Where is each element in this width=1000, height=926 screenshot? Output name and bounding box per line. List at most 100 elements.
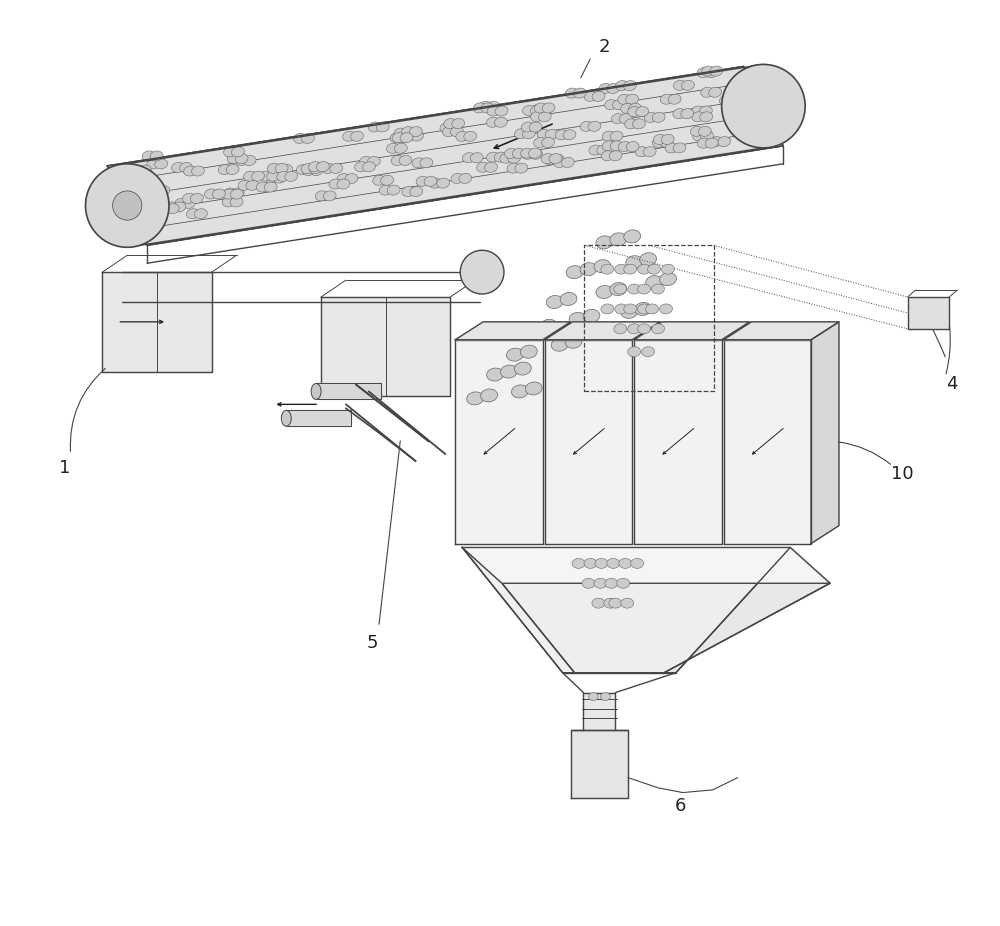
Ellipse shape <box>690 126 703 136</box>
Ellipse shape <box>440 123 453 132</box>
Ellipse shape <box>718 137 731 146</box>
Ellipse shape <box>522 129 535 139</box>
Ellipse shape <box>580 263 597 276</box>
Ellipse shape <box>588 693 598 701</box>
Polygon shape <box>107 67 783 245</box>
Ellipse shape <box>494 118 507 127</box>
Ellipse shape <box>302 166 315 176</box>
Ellipse shape <box>617 579 630 588</box>
Ellipse shape <box>267 171 280 181</box>
Ellipse shape <box>623 81 636 91</box>
Ellipse shape <box>285 171 298 181</box>
Ellipse shape <box>473 103 486 113</box>
Ellipse shape <box>624 264 637 274</box>
Ellipse shape <box>592 598 605 608</box>
Ellipse shape <box>551 338 568 351</box>
Ellipse shape <box>416 176 429 186</box>
Ellipse shape <box>256 182 269 192</box>
Ellipse shape <box>330 163 343 173</box>
Ellipse shape <box>610 282 627 295</box>
Ellipse shape <box>566 266 583 279</box>
Ellipse shape <box>391 156 404 166</box>
Ellipse shape <box>373 175 386 185</box>
Ellipse shape <box>244 171 257 181</box>
Ellipse shape <box>673 108 686 119</box>
Ellipse shape <box>646 304 659 314</box>
Ellipse shape <box>648 264 661 274</box>
Ellipse shape <box>448 123 461 132</box>
Ellipse shape <box>494 152 507 162</box>
Ellipse shape <box>521 122 534 132</box>
Ellipse shape <box>542 103 555 113</box>
Ellipse shape <box>149 185 162 195</box>
Ellipse shape <box>546 295 563 308</box>
Ellipse shape <box>394 128 407 138</box>
Ellipse shape <box>529 148 541 158</box>
Ellipse shape <box>609 151 622 161</box>
Ellipse shape <box>534 103 547 113</box>
Polygon shape <box>321 297 450 396</box>
Ellipse shape <box>573 88 586 98</box>
Polygon shape <box>583 693 615 731</box>
Ellipse shape <box>227 154 240 164</box>
Ellipse shape <box>601 264 614 274</box>
Ellipse shape <box>514 129 527 139</box>
Ellipse shape <box>602 141 615 151</box>
Ellipse shape <box>173 202 186 212</box>
Polygon shape <box>724 340 811 544</box>
Ellipse shape <box>699 106 712 116</box>
Ellipse shape <box>621 598 634 608</box>
Text: 6: 6 <box>675 797 687 815</box>
Ellipse shape <box>596 285 613 298</box>
Ellipse shape <box>610 141 623 151</box>
Ellipse shape <box>747 116 760 125</box>
Ellipse shape <box>485 162 497 172</box>
Ellipse shape <box>522 149 534 159</box>
Ellipse shape <box>642 346 655 357</box>
Ellipse shape <box>310 166 323 176</box>
Ellipse shape <box>697 138 710 148</box>
Ellipse shape <box>551 155 564 164</box>
Ellipse shape <box>456 131 469 142</box>
Polygon shape <box>102 272 212 371</box>
Ellipse shape <box>584 558 597 569</box>
Ellipse shape <box>351 131 363 142</box>
Ellipse shape <box>644 112 657 122</box>
Ellipse shape <box>147 159 160 169</box>
Ellipse shape <box>323 191 336 201</box>
Ellipse shape <box>403 131 415 141</box>
Circle shape <box>86 164 169 247</box>
Ellipse shape <box>500 153 513 163</box>
Ellipse shape <box>665 143 678 153</box>
Ellipse shape <box>151 194 164 205</box>
Ellipse shape <box>157 185 170 195</box>
Ellipse shape <box>619 558 632 569</box>
Ellipse shape <box>626 142 639 152</box>
Ellipse shape <box>180 162 192 172</box>
Ellipse shape <box>459 173 472 183</box>
Ellipse shape <box>531 105 544 115</box>
Polygon shape <box>455 322 571 340</box>
Ellipse shape <box>231 188 244 198</box>
Ellipse shape <box>398 132 411 143</box>
Ellipse shape <box>294 133 306 144</box>
Ellipse shape <box>470 153 483 163</box>
Ellipse shape <box>363 162 375 172</box>
Ellipse shape <box>277 171 290 181</box>
Ellipse shape <box>272 165 285 175</box>
Ellipse shape <box>599 83 612 94</box>
Ellipse shape <box>467 392 484 405</box>
Ellipse shape <box>226 165 239 174</box>
Ellipse shape <box>442 127 455 137</box>
Ellipse shape <box>626 94 638 105</box>
Ellipse shape <box>392 132 405 143</box>
Ellipse shape <box>705 68 718 78</box>
Ellipse shape <box>626 256 643 269</box>
Ellipse shape <box>565 88 578 98</box>
Ellipse shape <box>252 171 264 181</box>
Ellipse shape <box>661 134 674 144</box>
Ellipse shape <box>616 81 628 91</box>
Polygon shape <box>545 340 632 544</box>
Ellipse shape <box>588 121 601 131</box>
Ellipse shape <box>633 119 645 129</box>
